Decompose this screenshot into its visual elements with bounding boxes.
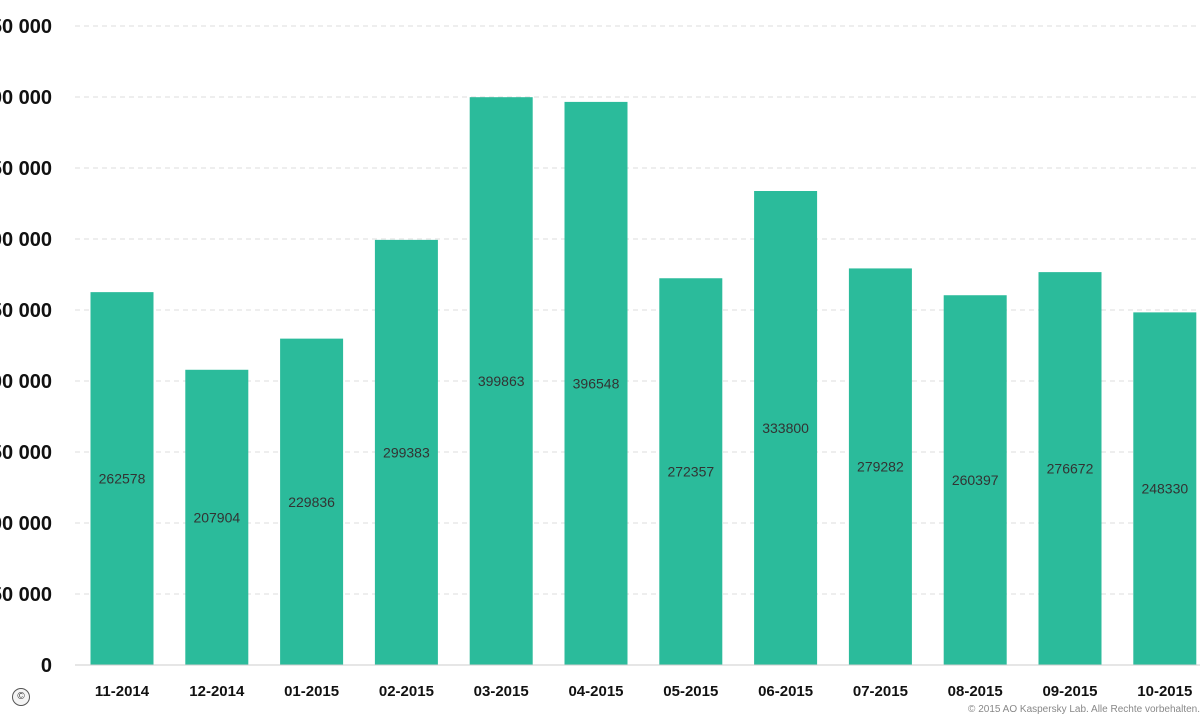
bar: [1133, 312, 1197, 665]
bar: [754, 191, 818, 665]
x-axis-tick-labels: 11-2014 12-2014 01-2015 02-2015 03-2015 04-20…: [95, 683, 1192, 700]
bar: [185, 369, 249, 665]
x-tick-label: 09-2015: [1042, 683, 1097, 700]
data-label: 299383: [383, 444, 430, 460]
x-tick-label: 03-2015: [474, 683, 529, 700]
data-label: 229836: [288, 494, 335, 510]
data-label: 333800: [762, 420, 809, 436]
data-label: 276672: [1047, 461, 1094, 477]
copyright-icon: ©: [12, 688, 30, 706]
x-tick-label: 12-2014: [189, 683, 245, 700]
x-tick-label: 02-2015: [379, 683, 434, 700]
bar: [469, 97, 533, 666]
y-axis-tick-labels: 0 50 000 100 000 150 000 200 000 250 000 300 0…: [0, 16, 52, 677]
y-tick-label: 250 000: [0, 300, 52, 322]
bar: [90, 292, 154, 665]
data-label: 279282: [857, 459, 904, 475]
bar: [659, 278, 723, 665]
data-label: 396548: [573, 375, 620, 391]
x-tick-label: 10-2015: [1137, 683, 1192, 700]
x-tick-label: 04-2015: [568, 683, 623, 700]
y-tick-label: 150 000: [0, 442, 52, 464]
gridlines: [75, 25, 1200, 595]
data-label: 248330: [1141, 481, 1188, 497]
y-tick-label: 300 000: [0, 229, 52, 251]
bar: [1038, 272, 1102, 665]
copyright-text: © 2015 AO Kaspersky Lab. Alle Rechte vor…: [968, 704, 1200, 715]
x-tick-label: 11-2014: [95, 683, 150, 700]
x-tick-label: 07-2015: [853, 683, 908, 700]
data-label: 262578: [99, 471, 146, 487]
bar: [280, 338, 344, 665]
x-tick-label: 06-2015: [758, 683, 813, 700]
bar: [943, 295, 1007, 665]
data-label: 207904: [193, 509, 240, 525]
data-label: 260397: [952, 472, 999, 488]
x-tick-label: 01-2015: [284, 683, 339, 700]
data-labels: 262578 207904 229836 299383 399863 396548 2723…: [99, 373, 1189, 525]
x-tick-label: 05-2015: [663, 683, 718, 700]
y-tick-label: 200 000: [0, 371, 52, 393]
data-label: 272357: [667, 464, 714, 480]
x-tick-label: 08-2015: [948, 683, 1003, 700]
bar: [564, 101, 628, 665]
y-tick-label: 350 000: [0, 158, 52, 180]
data-label: 399863: [478, 373, 525, 389]
y-tick-label: 50 000: [0, 584, 52, 606]
y-tick-label: 0: [41, 655, 52, 677]
y-tick-label: 400 000: [0, 87, 52, 109]
bar: [374, 239, 438, 665]
y-tick-label: 100 000: [0, 513, 52, 535]
bars: [90, 97, 1197, 666]
bar: [848, 268, 912, 665]
y-tick-label: 450 000: [0, 16, 52, 38]
